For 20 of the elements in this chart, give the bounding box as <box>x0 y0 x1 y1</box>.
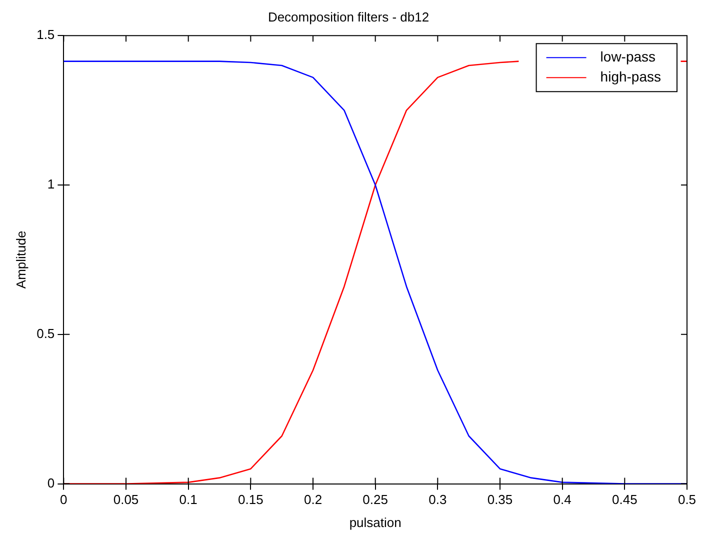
x-tick-label: 0.05 <box>113 492 139 508</box>
y-tick-label: 0 <box>47 475 55 490</box>
x-tick-label: 0.35 <box>487 492 513 508</box>
x-tick-label: 0.1 <box>179 492 198 508</box>
x-tick-label: 0.2 <box>304 492 322 508</box>
legend-label: low-pass <box>600 48 656 64</box>
y-tick-label: 1 <box>47 176 55 192</box>
chart-title: Decomposition filters - db12 <box>268 9 430 24</box>
y-tick-label: 0.5 <box>36 326 55 341</box>
x-tick-label: 0.3 <box>428 492 447 508</box>
x-tick-label: 0 <box>60 492 68 508</box>
x-axis-title: pulsation <box>349 514 402 530</box>
y-tick-label: 1.5 <box>36 27 55 42</box>
x-tick-label: 0.5 <box>678 492 696 508</box>
x-tick-label: 0.25 <box>362 492 388 508</box>
legend-label: high-pass <box>600 68 661 84</box>
x-tick-label: 0.45 <box>612 492 638 508</box>
x-tick-label: 0.4 <box>553 492 572 508</box>
y-axis-title: Amplitude <box>13 230 28 289</box>
x-tick-label: 0.15 <box>238 492 264 508</box>
